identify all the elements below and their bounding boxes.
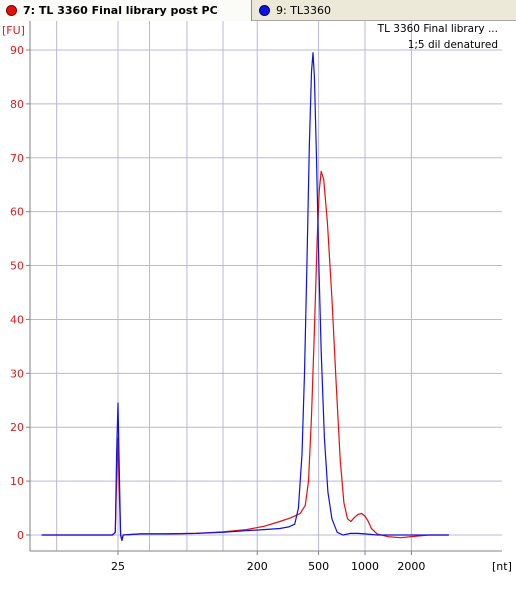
sample-7-color-icon: [6, 5, 17, 16]
annotation-line-1: TL 3360 Final library ...: [377, 23, 498, 35]
y-tick-label: 30: [10, 367, 24, 380]
y-tick-label: 40: [10, 313, 24, 326]
y-tick-label: 60: [10, 206, 24, 219]
y-tick-label: 80: [10, 98, 24, 111]
tab-sample-7[interactable]: 7: TL 3360 Final library post PC: [0, 0, 252, 21]
y-tick-label: 50: [10, 260, 24, 273]
x-tick-label: 200: [247, 560, 268, 573]
tab-sample-7-label: 7: TL 3360 Final library post PC: [23, 4, 218, 17]
x-tick-label: 25: [111, 560, 125, 573]
x-tick-label: 1000: [351, 560, 379, 573]
tab-bar: 7: TL 3360 Final library post PC 9: TL33…: [0, 0, 516, 21]
y-axis-label: [FU]: [2, 24, 25, 37]
electropherogram-chart: 0 10 20 30 40 50 60 70 80 90 25 200 500 1000 2000 [FU]…: [0, 21, 516, 586]
plot-area: [30, 21, 502, 551]
annotation-line-2: 1;5 dil denatured: [408, 39, 498, 51]
series-line-2: [41, 52, 449, 541]
y-tick-label: 70: [10, 152, 24, 165]
x-tick-label: 2000: [397, 560, 425, 573]
y-tick-label: 90: [10, 44, 24, 57]
y-tick-label: 20: [10, 421, 24, 434]
tab-sample-9[interactable]: 9: TL3360: [253, 0, 516, 21]
x-axis-label: [nt]: [492, 560, 512, 573]
sample-9-color-icon: [259, 5, 270, 16]
electropherogram-svg: 0 10 20 30 40 50 60 70 80 90 25 200 500 1000 2000 [FU]…: [2, 21, 512, 573]
x-tick-label: 500: [308, 560, 329, 573]
y-tick-label: 10: [10, 475, 24, 488]
y-tick-label: 0: [17, 529, 24, 542]
tab-sample-9-label: 9: TL3360: [276, 4, 332, 17]
